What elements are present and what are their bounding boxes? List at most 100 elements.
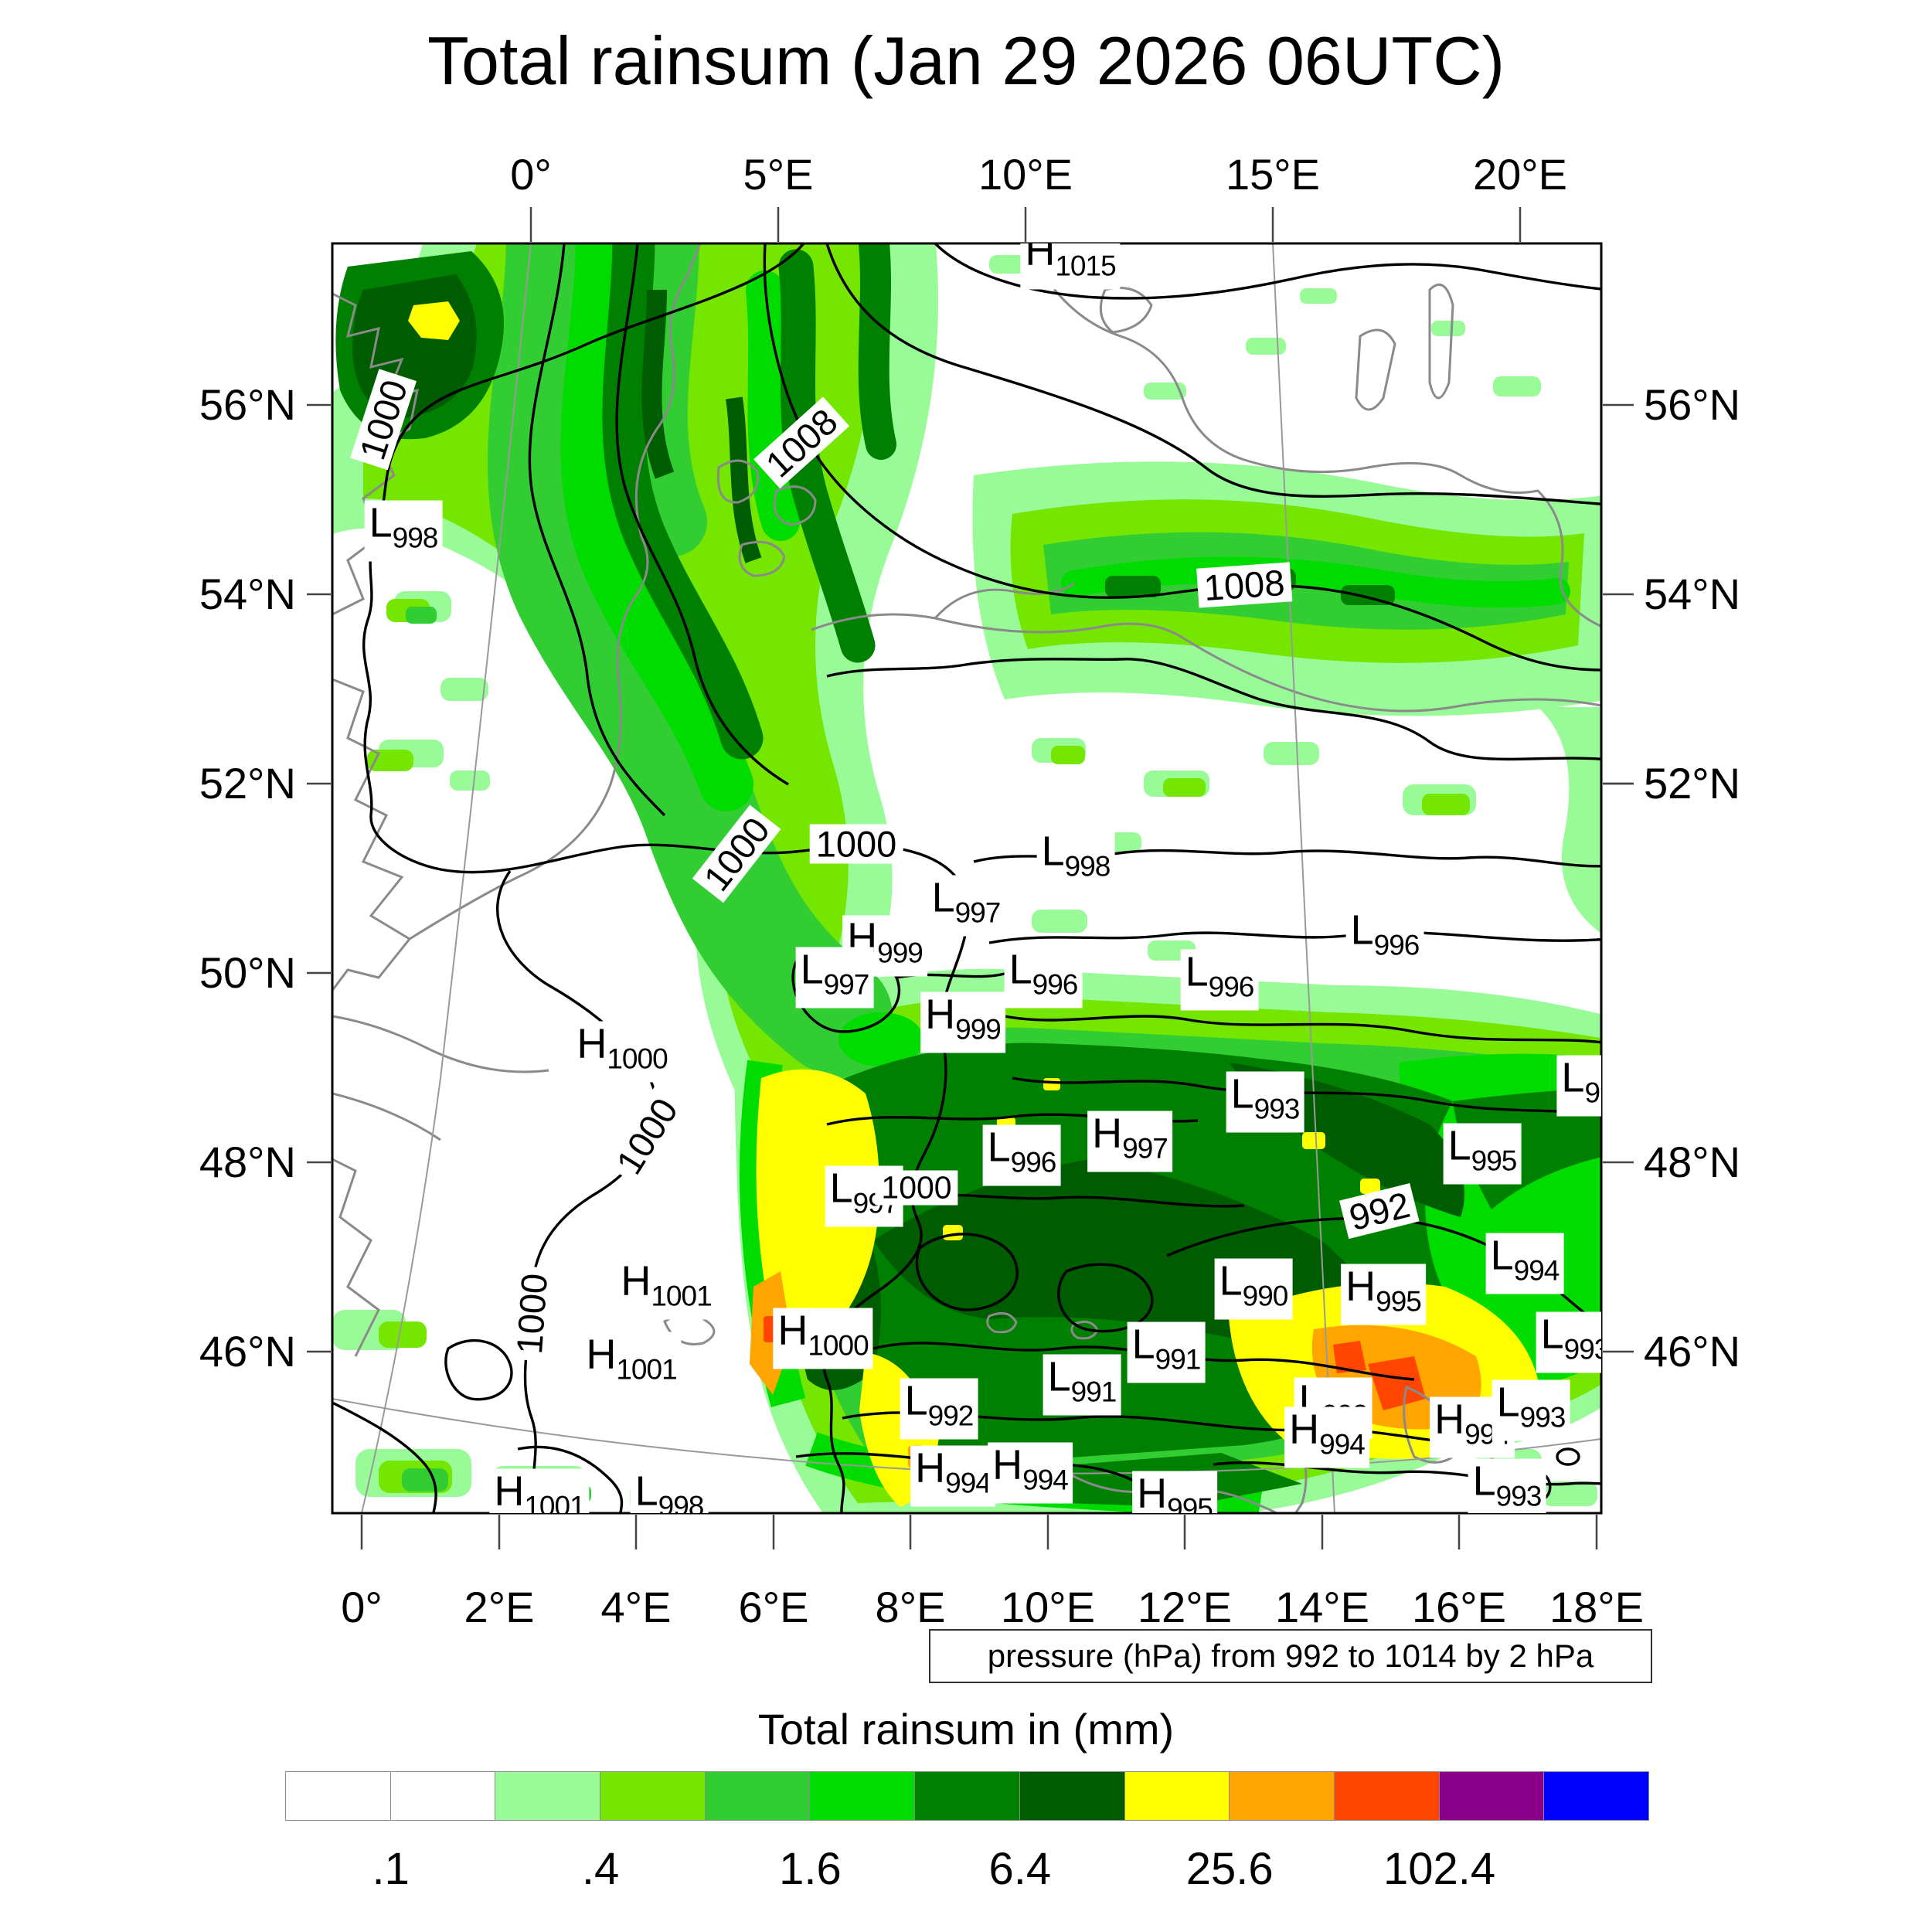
pressure-marker-L993: L993 <box>1468 1458 1546 1513</box>
pressure-marker-H1000: H1000 <box>773 1308 873 1369</box>
bottom-axis-label: 4°E <box>600 1583 672 1631</box>
pressure-value: 997 <box>1122 1132 1168 1165</box>
contour-label-1008: 1008 <box>1196 562 1292 608</box>
colorbar-cell-8 <box>1124 1771 1230 1821</box>
pressure-letter: L <box>1490 1232 1514 1279</box>
colorbar-cell-10 <box>1333 1771 1440 1821</box>
bottom-axis-label: 6°E <box>738 1583 809 1631</box>
pressure-letter: L <box>1009 946 1032 993</box>
left-axis-label: 50°N <box>199 948 296 997</box>
pressure-letter: L <box>1540 1311 1564 1358</box>
pressure-letter: L <box>1230 1070 1254 1117</box>
colorbar-cell-6 <box>914 1771 1020 1821</box>
pressure-value: 998 <box>392 522 439 554</box>
pressure-value: 995 <box>1376 1285 1422 1318</box>
pressure-value: 993 <box>1495 1480 1543 1512</box>
contour-label-1000: 1000 <box>875 1170 958 1206</box>
colorbar-label-25.6: 25.6 <box>1185 1844 1274 1894</box>
pressure-marker-H994: H994 <box>1284 1406 1369 1468</box>
pressure-letter: L <box>1350 906 1374 954</box>
axis-ticks <box>307 207 1634 1549</box>
top-axis-label: 0° <box>510 150 552 199</box>
pressure-value: 999 <box>955 1013 1002 1046</box>
pressure-marker-H999: H999 <box>842 915 927 977</box>
pressure-letter: H <box>586 1331 617 1378</box>
contour-label-1008: 1008 <box>753 396 849 489</box>
pressure-marker-H1001: H1001 <box>616 1257 716 1320</box>
pressure-value: 993 <box>1563 1333 1601 1366</box>
colorbar-label-1.6: 1.6 <box>779 1844 842 1894</box>
pressure-letter: H <box>915 1444 946 1492</box>
pressure-letter: L <box>931 874 955 921</box>
colorbar-cell-1 <box>389 1771 496 1821</box>
pressure-value: 1001 <box>524 1490 585 1514</box>
contour-label-1000: 1000 <box>605 1086 689 1186</box>
pressure-marker-L996: L996 <box>1180 949 1259 1011</box>
pressure-marker-H995: H995 <box>1341 1264 1426 1325</box>
pressure-letter: L <box>1041 828 1065 875</box>
pressure-value: 996 <box>1032 968 1079 1001</box>
pressure-letter: H <box>577 1020 607 1067</box>
pressure-letter: H <box>1092 1110 1123 1157</box>
pressure-letter: H <box>621 1257 651 1304</box>
pressure-letter: H <box>1434 1396 1465 1443</box>
pressure-value: 996 <box>1010 1146 1057 1179</box>
pressure-marker-L995: L995 <box>1443 1122 1522 1185</box>
colorbar-cell-9 <box>1229 1771 1335 1821</box>
bottom-axis-label: 12°E <box>1137 1583 1233 1631</box>
pressure-value: 1001 <box>651 1280 712 1312</box>
colorbar-cell-0 <box>285 1771 391 1821</box>
pressure-legend: pressure (hPa) from 992 to 1014 by 2 hPa <box>929 1629 1652 1683</box>
colorbar-label-.4: .4 <box>581 1844 620 1894</box>
contour-label-1000: 1000 <box>692 804 781 903</box>
pressure-letter: L <box>1131 1321 1155 1368</box>
pressure-letter: L <box>1447 1122 1471 1169</box>
bottom-axis-label: 18°E <box>1549 1583 1645 1631</box>
pressure-value: 998 <box>1064 850 1111 883</box>
pressure-letter: L <box>1472 1458 1496 1505</box>
pressure-value: 991 <box>1070 1376 1117 1408</box>
pressure-letter: L <box>369 499 393 546</box>
pressure-letter: L <box>1561 1054 1585 1101</box>
pressure-letter: H <box>1289 1406 1320 1453</box>
contour-label-1000: 1000 <box>350 369 417 471</box>
pressure-value: 994 <box>1022 1464 1069 1496</box>
pressure-letter: L <box>987 1124 1011 1171</box>
pressure-marker-H995: H995 <box>1132 1471 1217 1514</box>
pressure-value: 997 <box>954 896 1002 929</box>
pressure-marker-H1000: H1000 <box>572 1020 672 1083</box>
pressure-marker-L992: L992 <box>900 1378 978 1440</box>
colorbar-cell-2 <box>495 1771 601 1821</box>
pressure-value: 995 <box>1471 1145 1518 1177</box>
pressure-marker-H997: H997 <box>1087 1111 1172 1172</box>
pressure-value: 998 <box>658 1490 705 1514</box>
page-title: Total rainsum (Jan 29 2026 06UTC) <box>427 22 1505 99</box>
pressure-value: 992 <box>927 1400 975 1432</box>
pressure-marker-L993: L993 <box>1492 1379 1570 1441</box>
bottom-axis-label: 0° <box>341 1583 383 1631</box>
colorbar-title: Total rainsum in (mm) <box>757 1705 1175 1753</box>
pressure-letter: H <box>925 991 956 1038</box>
pressure-value: 996 <box>1373 929 1420 961</box>
colorbar-cell-12 <box>1543 1771 1649 1821</box>
left-axis-label: 54°N <box>199 570 296 618</box>
pressure-value: 993 <box>1519 1401 1566 1434</box>
meridian-0deg <box>361 243 532 1513</box>
pressure-marker-L994: L994 <box>1485 1232 1564 1294</box>
pressure-marker-L990: L990 <box>1214 1258 1293 1320</box>
left-axis-label: 52°N <box>199 759 296 808</box>
rain-level-orangered <box>764 1316 1426 1410</box>
pressure-marker-H994: H994 <box>910 1444 995 1507</box>
pressure-marker-H1001: H1001 <box>581 1331 682 1393</box>
map-label-layer: H1015 L998 L998 L997 H999 L997 H999 H1000 L996 L9… <box>332 243 1601 1513</box>
contour-label-1000: 1000 <box>509 1266 555 1362</box>
pressure-marker-H1015: H1015 <box>1020 243 1121 290</box>
pressure-marker-L993: L993 <box>1536 1311 1601 1373</box>
pressure-value: 995 <box>1167 1492 1213 1514</box>
pressure-marker-L998: L998 <box>1036 828 1115 890</box>
colorbar-cell-5 <box>809 1771 916 1821</box>
pressure-value: 994 <box>1319 1428 1366 1461</box>
pressure-marker-H999: H999 <box>920 992 1005 1053</box>
left-axis-label: 48°N <box>199 1138 296 1186</box>
